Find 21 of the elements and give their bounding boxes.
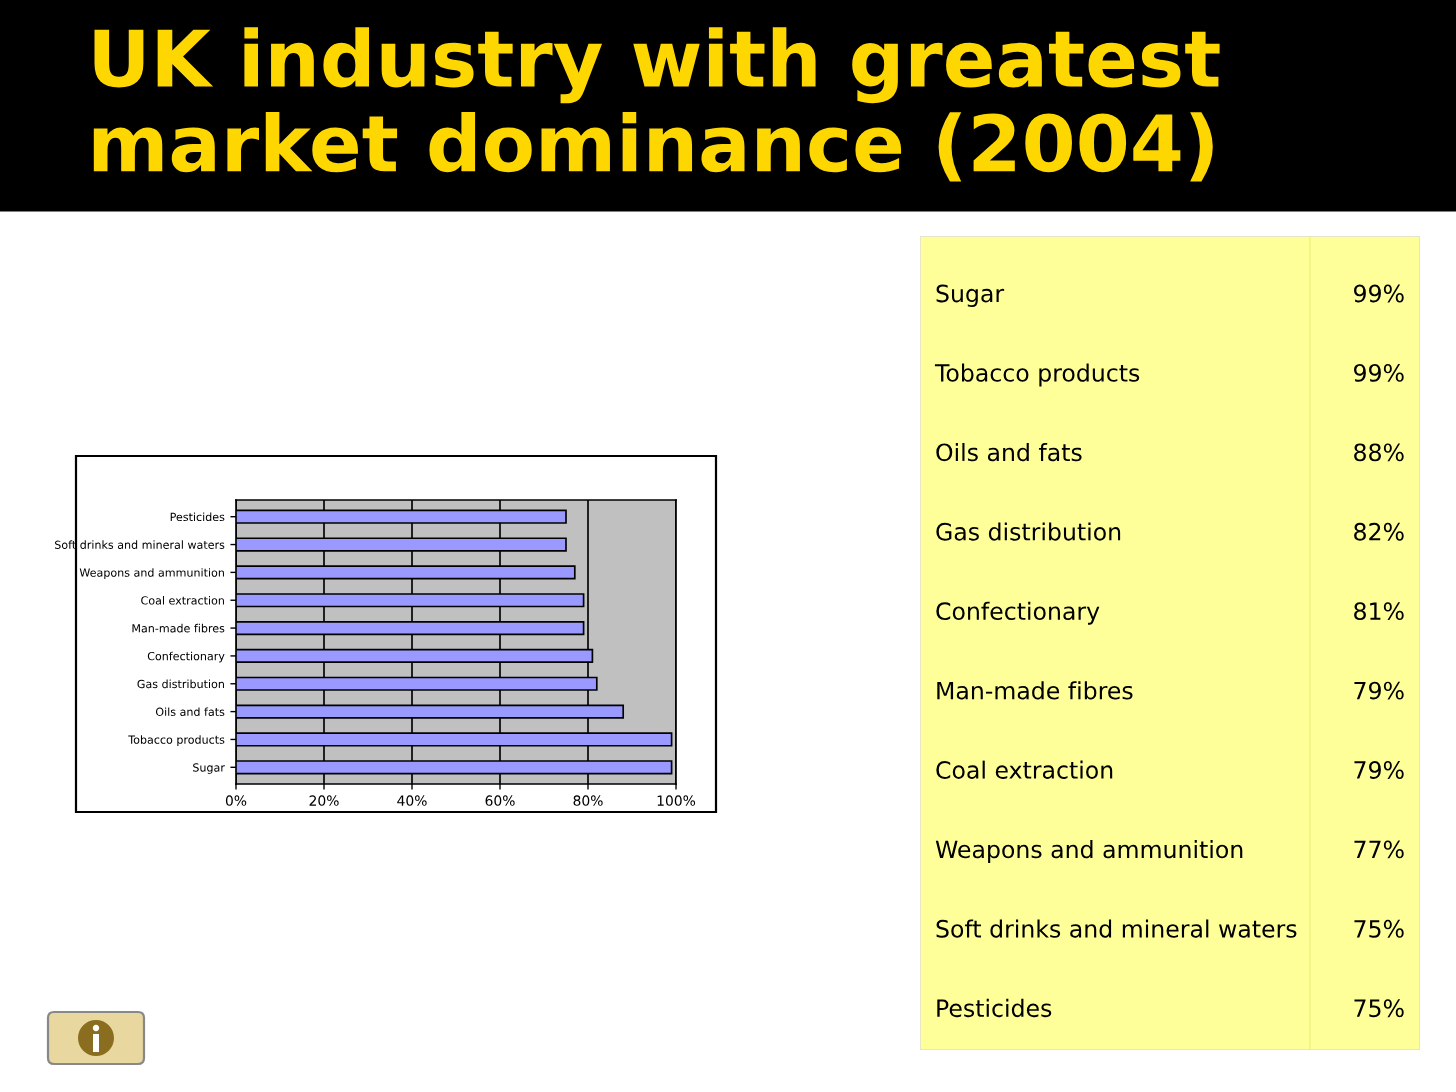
- text: Sugar: [936, 284, 1005, 307]
- text: Confectionary: [936, 601, 1100, 625]
- text: Oils and fats: [936, 442, 1082, 462]
- text: 88%: [1354, 443, 1404, 462]
- text: 79%: [1354, 761, 1404, 779]
- text: 99%: [1354, 284, 1404, 303]
- text: Tobacco products: [934, 363, 1140, 387]
- text: 77%: [1354, 840, 1404, 859]
- chart-title: UK industry with greatest market dominance (2004): [93, 27, 1220, 182]
- text: Coal extraction: [936, 760, 1113, 779]
- text: 79%: [1354, 681, 1404, 700]
- text: Pesticides: [937, 998, 1052, 1018]
- text: Weapons and ammunition: [935, 840, 1243, 863]
- text: 82%: [1354, 522, 1404, 541]
- text: Man-made fibres: [937, 681, 1133, 700]
- text: Gas distribution: [936, 522, 1121, 541]
- text: 75%: [1354, 919, 1404, 938]
- text: 75%: [1354, 999, 1404, 1018]
- text: 81%: [1354, 602, 1404, 621]
- text: Soft drinks and mineral waters: [936, 919, 1297, 938]
- text: 99%: [1354, 363, 1404, 382]
